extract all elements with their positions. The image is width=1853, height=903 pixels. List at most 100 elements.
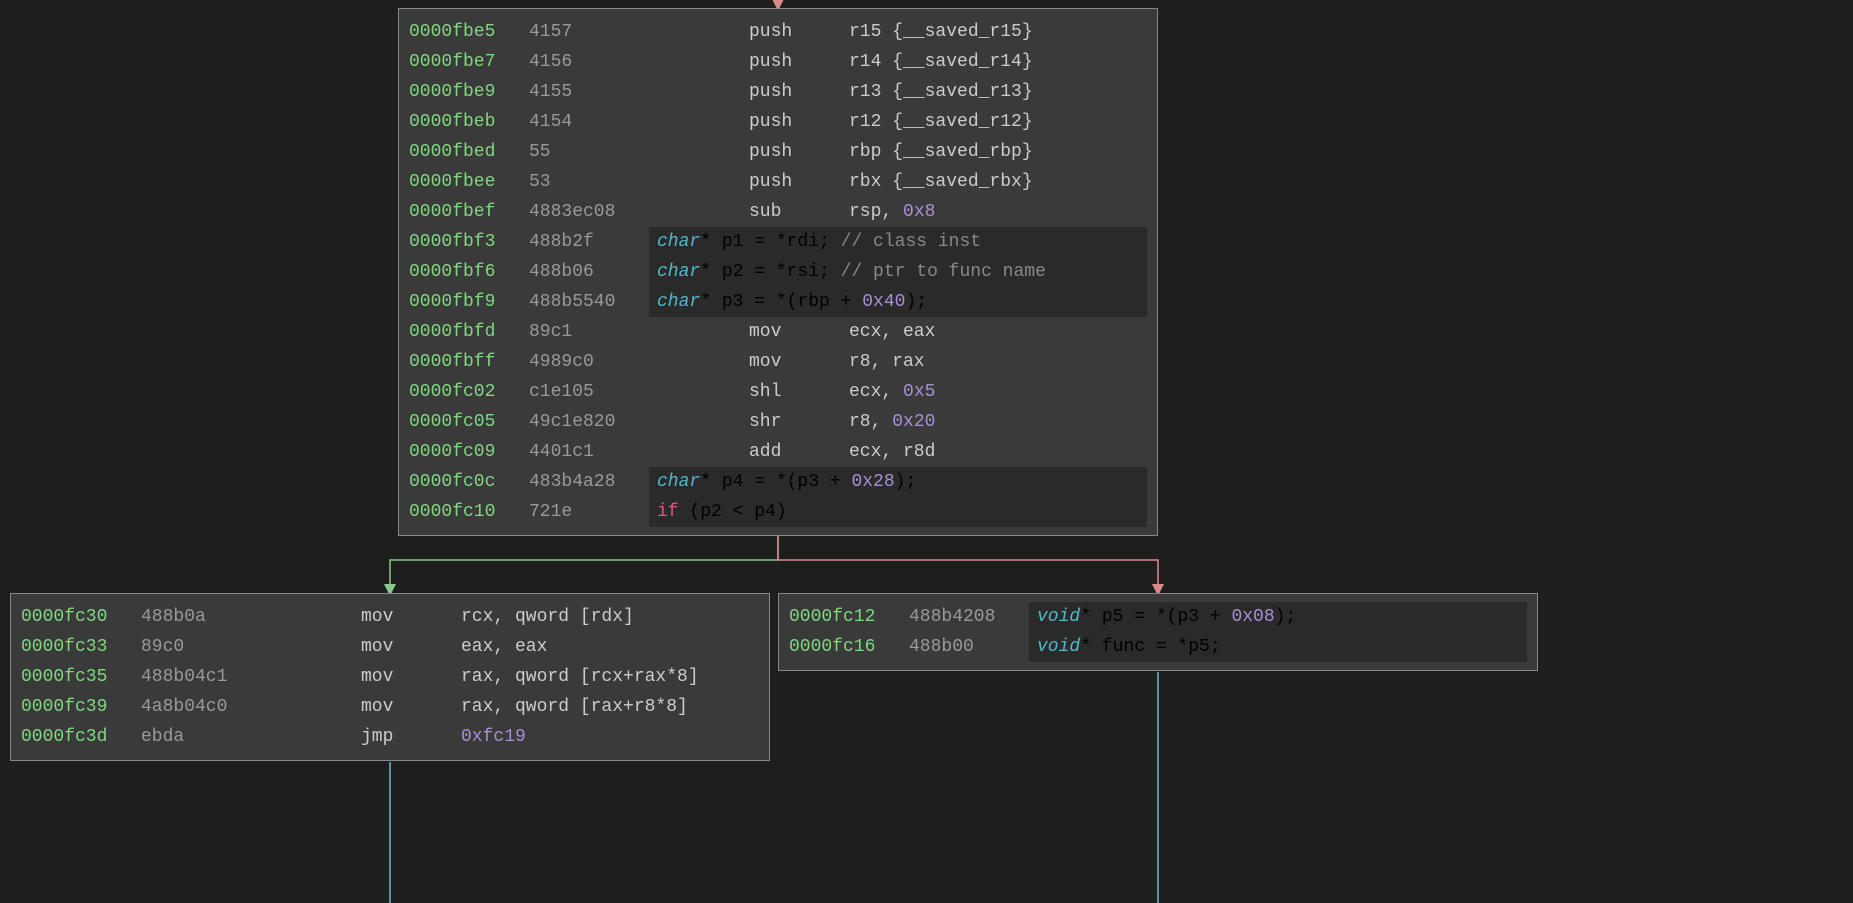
annotation[interactable]: char* p1 = *rdi; // class inst [649,227,1147,257]
bytes: 483b4a28 [529,467,649,497]
mnemonic: add [749,437,849,467]
bytes: 55 [529,137,749,167]
address: 0000fbe5 [409,17,529,47]
mnemonic: push [749,107,849,137]
disasm-row[interactable]: 0000fbf3488b2fchar* p1 = *rdi; // class … [409,227,1147,257]
mnemonic: jmp [361,722,461,752]
edge-false [778,530,1158,593]
operands: r14 {__saved_r14} [849,47,1033,77]
disasm-row[interactable]: 0000fbe74156pushr14 {__saved_r14} [409,47,1147,77]
disasm-row[interactable]: 0000fc3debdajmp0xfc19 [21,722,759,752]
disasm-row[interactable]: 0000fbe94155pushr13 {__saved_r13} [409,77,1147,107]
disasm-row[interactable]: 0000fc12488b4208void* p5 = *(p3 + 0x08); [789,602,1527,632]
mnemonic: push [749,47,849,77]
bytes: 4883ec08 [529,197,749,227]
disasm-row[interactable]: 0000fc394a8b04c0movrax, qword [rax+r8*8] [21,692,759,722]
address: 0000fc33 [21,632,141,662]
address: 0000fbeb [409,107,529,137]
bytes: 488b5540 [529,287,649,317]
bytes: 488b0a [141,602,361,632]
address: 0000fbf3 [409,227,529,257]
operands: ecx, 0x5 [849,377,935,407]
bytes: 488b04c1 [141,662,361,692]
annotation[interactable]: void* func = *p5; [1029,632,1527,662]
address: 0000fbf6 [409,257,529,287]
address: 0000fbe9 [409,77,529,107]
address: 0000fc30 [21,602,141,632]
mnemonic: push [749,167,849,197]
bytes: 4156 [529,47,749,77]
operands: r12 {__saved_r12} [849,107,1033,137]
operands: rbp {__saved_rbp} [849,137,1033,167]
operands: rax, qword [rax+r8*8] [461,692,688,722]
basic-block-3[interactable]: 0000fc12488b4208void* p5 = *(p3 + 0x08);… [778,593,1538,671]
disasm-row[interactable]: 0000fc30488b0amovrcx, qword [rdx] [21,602,759,632]
bytes: 488b2f [529,227,649,257]
mnemonic: mov [361,632,461,662]
mnemonic: mov [749,347,849,377]
disasm-row[interactable]: 0000fc094401c1addecx, r8d [409,437,1147,467]
mnemonic: shr [749,407,849,437]
mnemonic: shl [749,377,849,407]
mnemonic: push [749,137,849,167]
disasm-row[interactable]: 0000fbee53pushrbx {__saved_rbx} [409,167,1147,197]
address: 0000fc05 [409,407,529,437]
bytes: 488b00 [909,632,1029,662]
basic-block-2[interactable]: 0000fc30488b0amovrcx, qword [rdx]0000fc3… [10,593,770,761]
operands: r8, rax [849,347,925,377]
operands: rbx {__saved_rbx} [849,167,1033,197]
address: 0000fc3d [21,722,141,752]
bytes: 49c1e820 [529,407,749,437]
bytes: 4154 [529,107,749,137]
disasm-row[interactable]: 0000fbe54157pushr15 {__saved_r15} [409,17,1147,47]
disasm-row[interactable]: 0000fbf6488b06char* p2 = *rsi; // ptr to… [409,257,1147,287]
disasm-row[interactable]: 0000fc16488b00void* func = *p5; [789,632,1527,662]
disasm-row[interactable]: 0000fbf9488b5540char* p3 = *(rbp + 0x40)… [409,287,1147,317]
address: 0000fc02 [409,377,529,407]
mnemonic: push [749,77,849,107]
address: 0000fc10 [409,497,529,527]
mnemonic: sub [749,197,849,227]
operands: rcx, qword [rdx] [461,602,634,632]
disasm-row[interactable]: 0000fc3389c0moveax, eax [21,632,759,662]
bytes: 4157 [529,17,749,47]
disasm-row[interactable]: 0000fc35488b04c1movrax, qword [rcx+rax*8… [21,662,759,692]
disasm-row[interactable]: 0000fc02c1e105shlecx, 0x5 [409,377,1147,407]
operands: r13 {__saved_r13} [849,77,1033,107]
disasm-row[interactable]: 0000fbfd89c1movecx, eax [409,317,1147,347]
address: 0000fc16 [789,632,909,662]
annotation[interactable]: void* p5 = *(p3 + 0x08); [1029,602,1527,632]
basic-block-1[interactable]: 0000fbe54157pushr15 {__saved_r15}0000fbe… [398,8,1158,536]
disasm-row[interactable]: 0000fc0c483b4a28char* p4 = *(p3 + 0x28); [409,467,1147,497]
bytes: 4a8b04c0 [141,692,361,722]
bytes: ebda [141,722,361,752]
disasm-row[interactable]: 0000fc10721eif (p2 < p4) [409,497,1147,527]
operands: rsp, 0x8 [849,197,935,227]
disasm-row[interactable]: 0000fbeb4154pushr12 {__saved_r12} [409,107,1147,137]
bytes: 4401c1 [529,437,749,467]
address: 0000fbff [409,347,529,377]
address: 0000fc09 [409,437,529,467]
disasm-row[interactable]: 0000fbed55pushrbp {__saved_rbp} [409,137,1147,167]
disasm-row[interactable]: 0000fbef4883ec08subrsp, 0x8 [409,197,1147,227]
annotation[interactable]: char* p3 = *(rbp + 0x40); [649,287,1147,317]
address: 0000fbef [409,197,529,227]
disasm-row[interactable]: 0000fbff4989c0movr8, rax [409,347,1147,377]
bytes: c1e105 [529,377,749,407]
address: 0000fbf9 [409,287,529,317]
operands: ecx, r8d [849,437,935,467]
bytes: 721e [529,497,649,527]
address: 0000fc39 [21,692,141,722]
annotation[interactable]: if (p2 < p4) [649,497,1147,527]
annotation[interactable]: char* p4 = *(p3 + 0x28); [649,467,1147,497]
mnemonic: mov [749,317,849,347]
mnemonic: mov [361,662,461,692]
bytes: 4155 [529,77,749,107]
disasm-row[interactable]: 0000fc0549c1e820shrr8, 0x20 [409,407,1147,437]
address: 0000fbee [409,167,529,197]
bytes: 89c1 [529,317,749,347]
operands: 0xfc19 [461,722,526,752]
operands: r8, 0x20 [849,407,935,437]
annotation[interactable]: char* p2 = *rsi; // ptr to func name [649,257,1147,287]
operands: r15 {__saved_r15} [849,17,1033,47]
